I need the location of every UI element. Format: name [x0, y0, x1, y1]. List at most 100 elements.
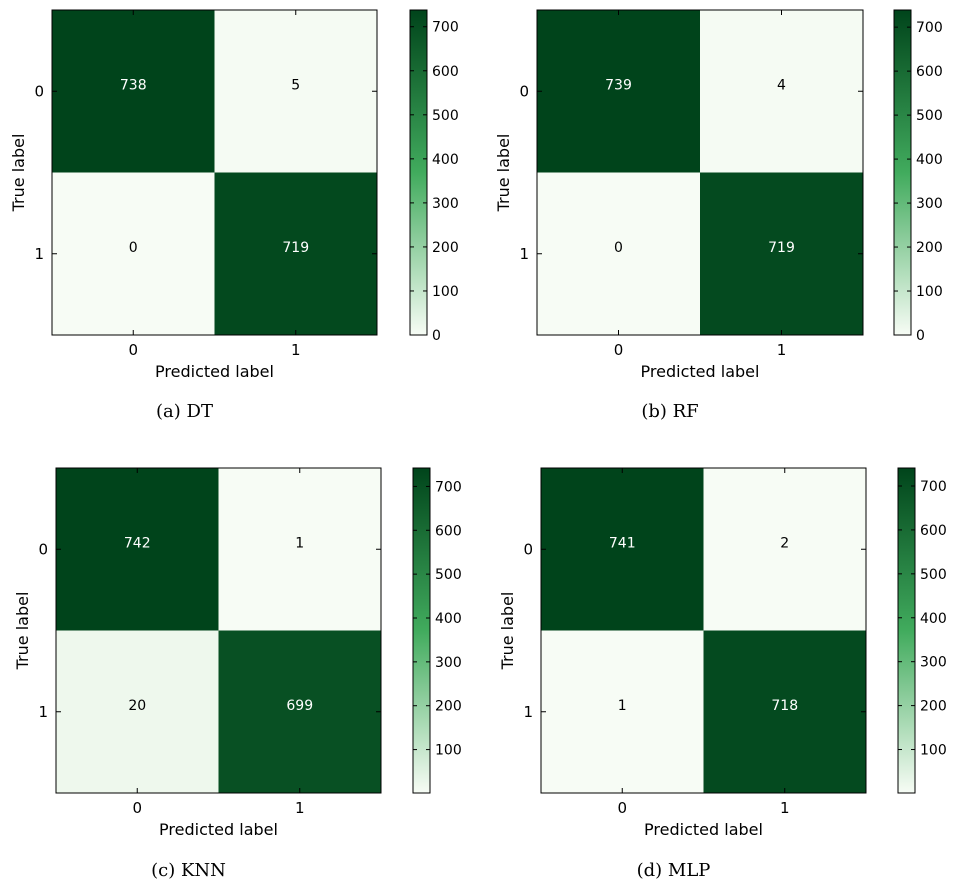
cell-value-label: 699 [286, 698, 313, 714]
y-tick-label: 1 [34, 245, 44, 263]
colorbar-tick-label: 700 [920, 479, 947, 495]
colorbar [897, 467, 916, 794]
colorbar-tick-label: 400 [916, 152, 943, 168]
cell-value-label: 719 [768, 240, 795, 256]
colorbar-tick-label: 500 [432, 108, 459, 124]
colorbar-tick-label: 100 [435, 743, 462, 759]
y-tick-label: 0 [523, 540, 533, 558]
cell-value-label: 739 [605, 77, 632, 93]
cell-value-label: 4 [777, 77, 786, 93]
cell-value-label: 742 [124, 535, 151, 551]
matrix-cell [56, 468, 219, 631]
cell-value-label: 738 [120, 77, 147, 93]
panel-caption: (c) KNN [151, 860, 226, 881]
matrix-cell [700, 10, 863, 173]
colorbar-tick-label: 400 [920, 611, 947, 627]
matrix-cell [541, 630, 704, 793]
x-tick-label: 1 [777, 341, 787, 359]
colorbar-tick-label: 300 [435, 655, 462, 671]
cell-value-label: 0 [129, 240, 138, 256]
matrix-cell [52, 10, 215, 173]
cell-value-label: 718 [771, 698, 798, 714]
matrix-cell [703, 630, 866, 793]
x-axis-label: Predicted label [641, 362, 760, 381]
colorbar-tick-label: 700 [432, 20, 459, 36]
matrix-cell [56, 630, 219, 793]
y-tick-label: 0 [38, 540, 48, 558]
confusion-matrix-panel-1: 739 4 0 719 0 1 0 1 Predicted label True label 0 10… [494, 9, 943, 422]
y-tick-label: 0 [34, 82, 44, 100]
y-axis-label: True label [9, 134, 28, 213]
x-axis-label: Predicted label [159, 820, 278, 839]
panel-caption: (d) MLP [637, 860, 711, 881]
y-axis-label: True label [494, 134, 513, 213]
cell-value-label: 1 [618, 698, 627, 714]
colorbar-tick-label: 700 [435, 479, 462, 495]
matrix-cell [214, 10, 377, 173]
cell-value-label: 5 [291, 77, 300, 93]
colorbar-tick-label: 600 [435, 523, 462, 539]
cell-value-label: 20 [128, 698, 146, 714]
colorbar-tick-label: 600 [920, 523, 947, 539]
colorbar-tick-label: 0 [916, 328, 925, 344]
x-tick-label: 1 [291, 341, 301, 359]
matrix-cell [700, 172, 863, 335]
plot-frame [55, 467, 382, 794]
colorbar-tick-label: 200 [435, 699, 462, 715]
colorbar [893, 9, 912, 336]
matrix-cell [218, 468, 381, 631]
y-tick-label: 0 [519, 82, 529, 100]
matrix-cell [541, 468, 704, 631]
cell-value-label: 2 [780, 535, 789, 551]
plot-frame [536, 9, 864, 336]
colorbar-tick-label: 200 [432, 240, 459, 256]
matrix-cell [218, 630, 381, 793]
panel-caption: (b) RF [641, 401, 698, 422]
colorbar-tick-label: 400 [435, 611, 462, 627]
colorbar-tick-label: 500 [920, 567, 947, 583]
colorbar-tick-label: 300 [432, 196, 459, 212]
plot-frame [51, 9, 378, 336]
colorbar-tick-label: 300 [920, 655, 947, 671]
colorbar [409, 9, 428, 336]
cell-value-label: 1 [295, 535, 304, 551]
colorbar-tick-label: 200 [920, 699, 947, 715]
colorbar-tick-label: 700 [916, 20, 943, 36]
colorbar-tick-label: 100 [920, 743, 947, 759]
colorbar [412, 467, 431, 794]
x-axis-label: Predicted label [155, 362, 274, 381]
colorbar-tick-label: 100 [432, 284, 459, 300]
y-tick-label: 1 [523, 703, 533, 721]
matrix-cell [214, 172, 377, 335]
x-tick-label: 1 [780, 799, 790, 817]
x-tick-label: 0 [617, 799, 627, 817]
colorbar-tick-label: 400 [432, 152, 459, 168]
confusion-matrix-panel-3: 741 2 1 718 0 1 0 1 Predicted label True label 100… [498, 467, 947, 881]
plot-frame [540, 467, 867, 794]
x-tick-label: 0 [132, 799, 142, 817]
colorbar-tick-label: 600 [432, 64, 459, 80]
matrix-cell [703, 468, 866, 631]
colorbar-tick-label: 300 [916, 196, 943, 212]
cell-value-label: 0 [614, 240, 623, 256]
colorbar-tick-label: 100 [916, 284, 943, 300]
y-axis-label: True label [13, 592, 32, 671]
colorbar-tick-label: 200 [916, 240, 943, 256]
x-tick-label: 0 [614, 341, 624, 359]
matrix-cell [537, 10, 700, 173]
x-axis-label: Predicted label [644, 820, 763, 839]
confusion-matrix-panel-0: 738 5 0 719 0 1 0 1 Predicted label True label 0 10… [9, 9, 459, 422]
confusion-matrix-panel-2: 742 1 20 699 0 1 0 1 Predicted label True label 10… [13, 467, 462, 881]
x-tick-label: 1 [295, 799, 305, 817]
x-tick-label: 0 [128, 341, 138, 359]
y-axis-label: True label [498, 592, 517, 671]
colorbar-tick-label: 500 [916, 108, 943, 124]
panel-caption: (a) DT [156, 401, 213, 422]
y-tick-label: 1 [38, 703, 48, 721]
cell-value-label: 741 [609, 535, 636, 551]
y-tick-label: 1 [519, 245, 529, 263]
colorbar-tick-label: 0 [432, 328, 441, 344]
colorbar-tick-label: 600 [916, 64, 943, 80]
matrix-cell [537, 172, 700, 335]
